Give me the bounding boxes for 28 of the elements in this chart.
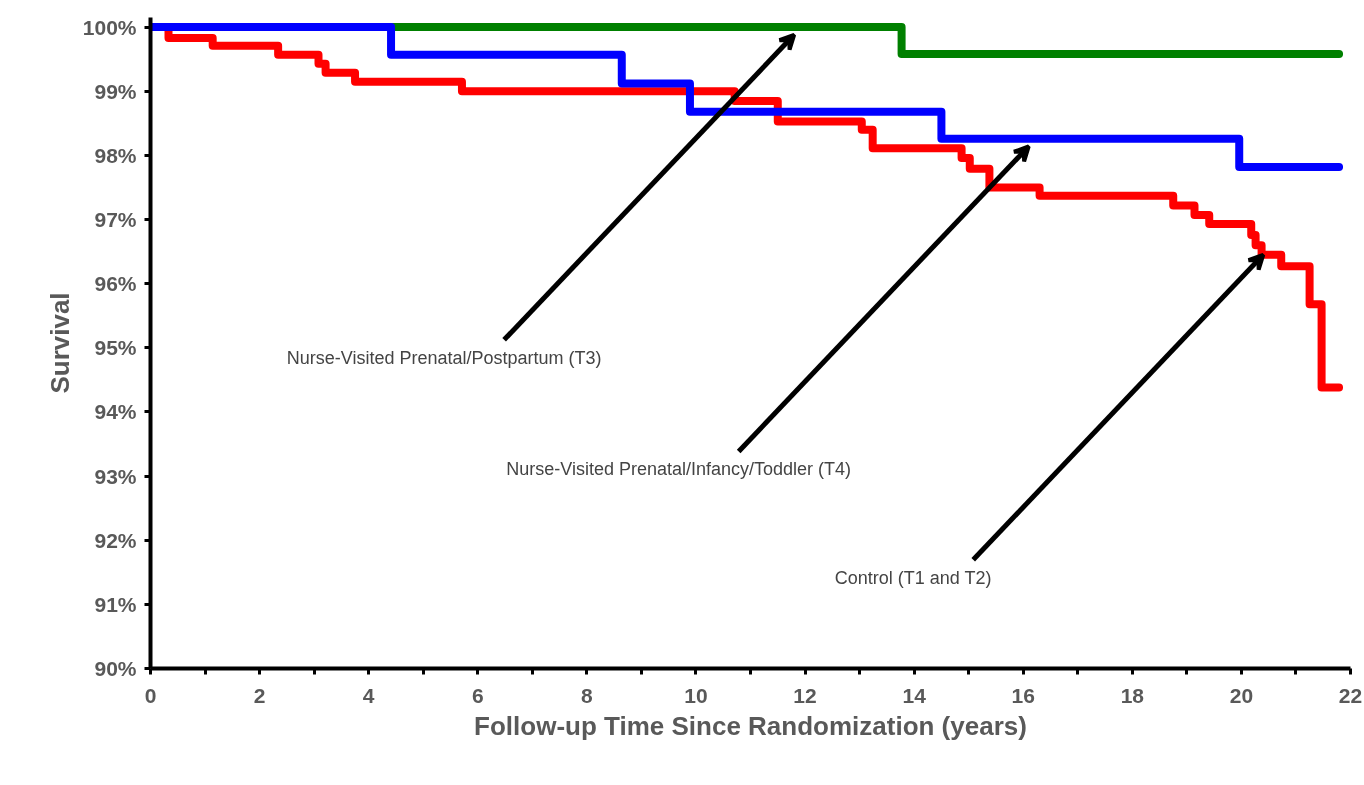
annotation: Nurse-Visited Prenatal/Postpartum (T3) (286, 347, 602, 368)
x-tick-label: 6 (471, 683, 484, 707)
x-tick-label: 4 (362, 683, 375, 707)
y-tick-label: 100% (82, 15, 137, 39)
y-tick-label: 92% (94, 528, 137, 552)
y-tick-label: 90% (94, 657, 137, 680)
annotation: Control (T1 and T2) (834, 567, 992, 588)
x-tick-label: 22 (1338, 683, 1363, 707)
x-tick-label: 18 (1120, 683, 1145, 707)
annotation: Nurse-Visited Prenatal/Infancy/Toddler (T4) (506, 459, 852, 480)
y-tick-label: 91% (94, 592, 137, 616)
y-tick-label: 95% (94, 336, 137, 360)
x-tick-label: 10 (684, 683, 708, 707)
x-tick-label: 20 (1229, 683, 1254, 707)
y-tick-label: 93% (94, 464, 137, 488)
y-tick-label: 98% (94, 143, 137, 167)
x-tick-label: 14 (902, 683, 927, 707)
x-tick-label: 12 (793, 683, 817, 707)
y-tick-label: 96% (94, 272, 137, 296)
y-tick-label: 97% (94, 208, 137, 232)
x-tick-label: 8 (581, 683, 594, 707)
x-tick-label: 16 (1011, 683, 1035, 707)
x-tick-label: 0 (144, 683, 157, 707)
y-axis-title: Survival (44, 292, 75, 394)
x-tick-label: 2 (253, 683, 266, 707)
y-tick-label: 99% (94, 79, 137, 103)
x-axis-title: Follow-up Time Since Randomization (years) (474, 710, 1027, 741)
y-tick-label: 94% (94, 400, 137, 424)
